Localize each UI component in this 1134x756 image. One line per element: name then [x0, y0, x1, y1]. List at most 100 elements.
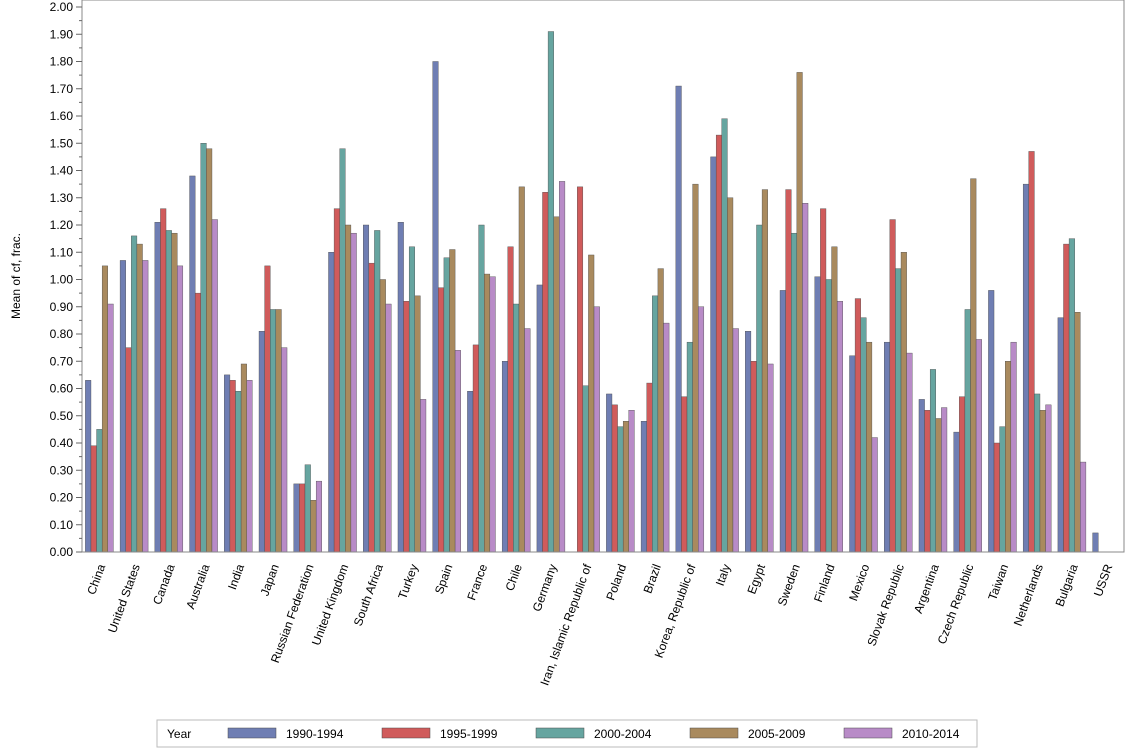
bar	[941, 407, 948, 553]
x-tick-label: Japan	[257, 562, 281, 598]
bar	[489, 276, 496, 553]
x-tick-label: Mexico	[846, 562, 872, 603]
bar	[849, 355, 856, 553]
bar	[345, 224, 352, 553]
bar	[501, 361, 508, 553]
legend-label: 1995-1999	[440, 727, 498, 741]
y-tick-label: 1.00	[50, 273, 74, 287]
x-tick-label: Finland	[811, 562, 838, 604]
bar	[577, 186, 584, 553]
bar	[1010, 341, 1017, 553]
bar	[681, 396, 688, 553]
bar	[988, 290, 995, 553]
bar	[975, 339, 982, 553]
bar	[154, 222, 161, 553]
bar	[895, 268, 902, 553]
bar	[652, 295, 659, 553]
legend-label: 2000-2004	[594, 727, 652, 741]
bar	[408, 246, 415, 553]
bar	[189, 175, 196, 553]
legend-label: 2010-2014	[902, 727, 960, 741]
legend-items: 1990-1994 1995-1999 2000-2004 2005-2009 2010…	[227, 727, 960, 741]
bar	[363, 224, 370, 553]
bar	[194, 292, 201, 553]
bar	[745, 331, 752, 553]
x-tick-label: Slovak Republic	[864, 562, 907, 648]
bar	[107, 303, 114, 553]
bar	[472, 344, 479, 553]
bar	[779, 290, 786, 553]
bar	[310, 500, 317, 553]
legend-swatch	[535, 727, 585, 739]
x-tick-label: Brazil	[640, 562, 663, 595]
bar	[1034, 393, 1041, 553]
bar	[304, 464, 311, 553]
bar	[959, 396, 966, 553]
x-tick-label: Egypt	[744, 562, 768, 596]
bar	[750, 361, 757, 553]
bar	[443, 257, 450, 553]
bars-group	[85, 31, 1099, 553]
bar	[206, 148, 213, 553]
bar	[721, 118, 728, 553]
bar	[211, 219, 218, 553]
bar	[606, 393, 613, 553]
y-tick-label: 1.60	[50, 109, 74, 123]
bar	[240, 363, 247, 553]
bar	[924, 410, 931, 553]
legend-label: 2005-2009	[748, 727, 806, 741]
bar	[542, 192, 549, 553]
bar	[646, 382, 653, 553]
bar	[246, 380, 253, 553]
bar	[999, 426, 1006, 553]
bar	[90, 445, 97, 553]
y-tick-label: 0.50	[50, 409, 74, 423]
bar	[224, 374, 231, 553]
bar	[142, 260, 149, 553]
bar	[761, 189, 768, 553]
bar	[1092, 532, 1099, 553]
bar	[101, 265, 108, 553]
bar	[524, 328, 531, 553]
bar	[756, 224, 763, 553]
bar	[449, 249, 456, 553]
x-tick-label: United Kingdom	[309, 562, 351, 647]
bar	[315, 480, 322, 553]
legend-swatch	[381, 727, 431, 739]
bar	[1080, 461, 1087, 553]
bar	[484, 273, 491, 553]
y-tick-label: 0.00	[50, 545, 74, 559]
y-axis: 0.00 0.10 0.20 0.30 0.40 0.50 0.60 0.70 0.80 0.90…	[50, 0, 82, 559]
bar	[1028, 151, 1035, 553]
bar	[299, 483, 306, 553]
x-tick-label: Germany	[530, 562, 560, 613]
bar	[414, 295, 421, 553]
bar	[767, 363, 774, 553]
bar	[970, 178, 977, 553]
x-tick-label: India	[225, 562, 247, 592]
bar	[900, 252, 907, 553]
y-tick-label: 1.30	[50, 191, 74, 205]
y-tick-label: 1.70	[50, 82, 74, 96]
bar	[785, 189, 792, 553]
bar	[368, 262, 375, 553]
bar	[993, 442, 1000, 553]
bar	[536, 284, 543, 553]
bar	[593, 306, 600, 553]
x-tick-label: Taiwan	[985, 562, 1011, 602]
bar	[692, 183, 699, 553]
bar	[200, 143, 207, 553]
bar	[547, 31, 554, 553]
y-tick-label: 0.40	[50, 436, 74, 450]
bar	[663, 322, 670, 553]
bar	[588, 254, 595, 553]
bar	[478, 224, 485, 553]
bar	[385, 303, 392, 553]
bar	[628, 410, 635, 553]
bar	[1045, 404, 1052, 553]
bar	[802, 202, 809, 553]
bar	[467, 391, 474, 553]
bar	[403, 301, 410, 553]
bar	[328, 252, 335, 553]
